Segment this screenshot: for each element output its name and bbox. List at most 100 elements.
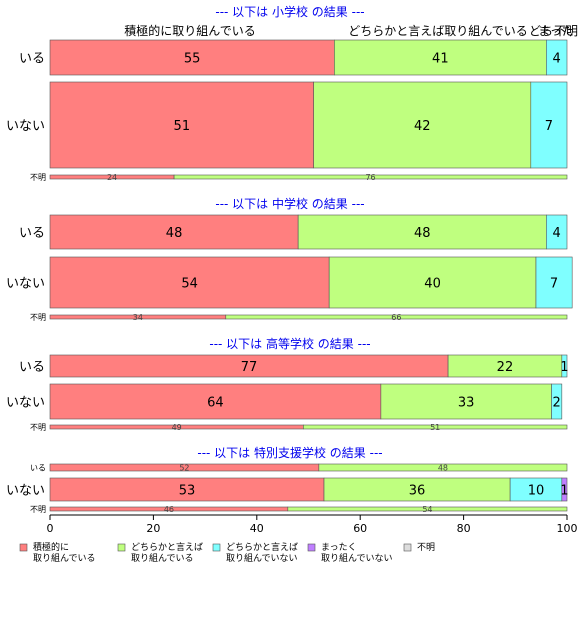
bar-segment (49, 256, 330, 309)
legend-label: 不明 (417, 542, 435, 553)
data-label: 66 (391, 313, 401, 322)
panel-title: --- 以下は 高等学校 の結果 --- (209, 336, 370, 351)
panel-title: --- 以下は 特別支援学校 の結果 --- (197, 445, 382, 460)
bar-segment (561, 354, 568, 378)
data-label: 55 (184, 52, 201, 67)
data-label: 53 (179, 484, 196, 499)
row-label: いない (6, 484, 45, 499)
legend-swatch (19, 543, 28, 552)
panel-title: --- 以下は 小学校 の結果 --- (215, 4, 364, 19)
data-label: 22 (497, 360, 514, 375)
data-label: 1 (560, 484, 568, 499)
legend-swatch (117, 543, 126, 552)
data-label: 7 (550, 277, 558, 292)
data-label: 46 (164, 505, 174, 514)
legend-label: どちらかと言えば取り組んでいる (131, 541, 203, 564)
column-header: まった (538, 24, 574, 38)
bar-segment (380, 383, 552, 420)
legend-label: まったく取り組んでいない (321, 542, 393, 564)
bar-segment (551, 383, 563, 420)
bar-segment (173, 174, 568, 180)
data-label: 4 (553, 226, 561, 241)
bar-segment (49, 383, 382, 420)
bar-segment (546, 39, 568, 76)
data-label: 36 (409, 484, 426, 499)
x-tick-label: 80 (457, 522, 471, 535)
legend-label-line: どちらかと言えば (226, 541, 298, 553)
legend-label-line: 取り組んでいる (33, 552, 96, 564)
data-label: 48 (438, 464, 448, 473)
data-label: 76 (365, 173, 375, 182)
data-label: 7 (545, 119, 553, 134)
data-label: 49 (172, 423, 182, 432)
row-label: いない (6, 277, 45, 292)
x-tick-label: 0 (47, 522, 54, 535)
data-label: 1 (560, 360, 568, 375)
legend-label-line: 不明 (417, 542, 435, 553)
data-label: 2 (553, 396, 561, 411)
bar-segment (287, 506, 568, 512)
legend-label-line: 取り組んでいない (226, 552, 298, 564)
legend-label: どちらかと言えば取り組んでいない (226, 541, 298, 564)
panel-title: --- 以下は 中学校 の結果 --- (215, 196, 364, 211)
bar-segment (297, 214, 547, 250)
bar-segment (318, 463, 568, 472)
column-header: どちらかと言えば取り組んでいる (348, 24, 527, 38)
x-tick-label: 100 (557, 522, 578, 535)
bar-segment (225, 314, 568, 320)
data-label: 64 (207, 396, 224, 411)
column-header: どち (529, 24, 553, 38)
legend-swatch (212, 543, 221, 552)
x-tick-label: 60 (353, 522, 367, 535)
bar-segment (561, 477, 568, 502)
row-label: 不明 (30, 313, 46, 322)
row-label: 不明 (30, 423, 46, 432)
legend-swatch (307, 543, 316, 552)
row-label: いる (19, 226, 45, 241)
bar-segment (328, 256, 537, 309)
data-label: 10 (528, 484, 545, 499)
legend-label: 積極的に取り組んでいる (33, 541, 96, 564)
column-header: 積極的に取り組んでいる (124, 23, 255, 38)
bar-segment (535, 256, 573, 309)
data-label: 33 (458, 396, 475, 411)
data-label: 54 (181, 277, 198, 292)
data-label: 51 (174, 119, 191, 134)
data-label: 48 (414, 226, 431, 241)
x-tick-label: 40 (250, 522, 264, 535)
legend-label-line: 取り組んでいる (131, 552, 194, 564)
data-label: 24 (107, 173, 117, 182)
legend-label-line: どちらかと言えば (131, 541, 203, 553)
row-label: いる (19, 52, 45, 67)
row-label: いない (6, 119, 45, 134)
data-label: 4 (553, 52, 561, 67)
data-label: 40 (424, 277, 441, 292)
column-header: 不明 (554, 24, 578, 38)
x-tick-label: 20 (146, 522, 160, 535)
bar-segment (303, 424, 568, 430)
legend-label-line: 取り組んでいない (321, 552, 393, 564)
legend-label-line: まったく (321, 542, 357, 553)
legend-label-line: 積極的に (33, 541, 69, 553)
row-label: 不明 (30, 505, 46, 514)
bar-segment (546, 214, 568, 250)
row-label: 不明 (30, 173, 46, 182)
row-label: いる (19, 360, 45, 375)
row-label: いない (6, 396, 45, 411)
data-label: 77 (241, 360, 258, 375)
data-label: 54 (422, 505, 432, 514)
data-label: 34 (133, 313, 143, 322)
legend-swatch (403, 543, 412, 552)
bar-segment (49, 214, 299, 250)
data-label: 41 (432, 52, 449, 67)
data-label: 52 (179, 464, 189, 473)
data-label: 42 (414, 119, 431, 134)
data-label: 48 (166, 226, 183, 241)
row-label: いる (30, 464, 46, 473)
bar-segment (530, 81, 568, 169)
data-label: 51 (430, 423, 440, 432)
bar-segment (49, 39, 335, 76)
bar-segment (49, 81, 314, 169)
